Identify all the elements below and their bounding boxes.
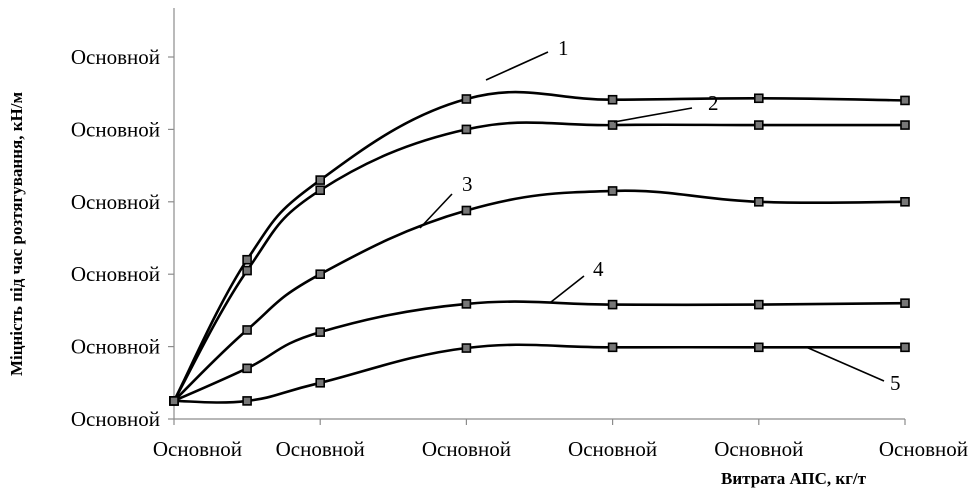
y-tick-label: Основной [71, 190, 160, 214]
curve-1-leader [485, 51, 549, 81]
y-tick-label: Основной [71, 117, 160, 141]
series-3-point [753, 197, 764, 207]
x-tick-label: Основной [714, 437, 803, 461]
curve-5-leader [805, 346, 885, 382]
curve-2-label: 2 [708, 91, 719, 115]
x-tick-label: Основной [153, 437, 242, 461]
series-line-2 [172, 121, 905, 402]
series-5-point [242, 396, 252, 406]
y-tick-label: Основной [71, 407, 160, 431]
series-3-point [461, 205, 472, 216]
series-2-point [242, 265, 252, 276]
x-tick-label: Основной [879, 437, 968, 461]
series-2-point [900, 120, 910, 130]
series-3-point [242, 325, 252, 335]
series-3-point [607, 186, 618, 196]
series-line-4 [173, 300, 906, 403]
series-5-point [169, 396, 179, 406]
series-1-point [753, 93, 764, 104]
series-line-3 [173, 189, 906, 402]
series-5-point [461, 343, 472, 353]
series-2-point [461, 124, 472, 135]
axes [173, 8, 905, 420]
series-group [172, 90, 906, 404]
series-5-point [315, 377, 326, 388]
series-2-point [315, 185, 326, 196]
y-tick-label: Основной [71, 45, 160, 69]
series-1-point [315, 175, 326, 185]
series-1-point [607, 94, 618, 105]
curve-4-label: 4 [593, 257, 604, 281]
curve-5-label: 5 [890, 371, 901, 395]
x-tick-label: Основной [276, 437, 365, 461]
y-tick-label: Основной [71, 262, 160, 286]
markers-group [169, 93, 910, 406]
curve-labels: 1 2 3 4 5 [419, 36, 901, 395]
curve-4-leader [550, 275, 585, 303]
series-line-5 [173, 343, 905, 404]
series-4-point [315, 327, 326, 337]
series-5-point [900, 342, 910, 353]
y-tick-label: Основной [71, 335, 160, 359]
curve-3-label: 3 [462, 172, 473, 196]
series-2-point [753, 120, 764, 130]
series-4-point [900, 298, 910, 308]
series-4-point [242, 363, 252, 374]
x-axis-title: Витрата АПС, кг/т [721, 469, 867, 488]
curve-1-label: 1 [558, 36, 569, 60]
series-line-1 [172, 90, 906, 402]
series-4-point [753, 299, 764, 310]
series-2-point [607, 120, 618, 130]
curve-2-leader [613, 107, 693, 123]
series-1-point [900, 95, 910, 106]
y-axis-title: Міцність під час розтягування, кН/м [7, 92, 26, 377]
series-5-point [753, 342, 764, 353]
series-4-point [461, 299, 472, 309]
series-1-point [242, 254, 252, 265]
series-5-point [607, 342, 618, 353]
series-4-point [607, 299, 618, 310]
series-1-point [461, 94, 472, 104]
x-tick-label: Основной [568, 437, 657, 461]
curve-3-leader [419, 193, 453, 229]
series-3-point [315, 269, 326, 280]
x-tick-label: Основной [422, 437, 511, 461]
series-3-point [900, 197, 910, 207]
ticks: Основной Основной Основной Основной Основной… [71, 45, 968, 461]
